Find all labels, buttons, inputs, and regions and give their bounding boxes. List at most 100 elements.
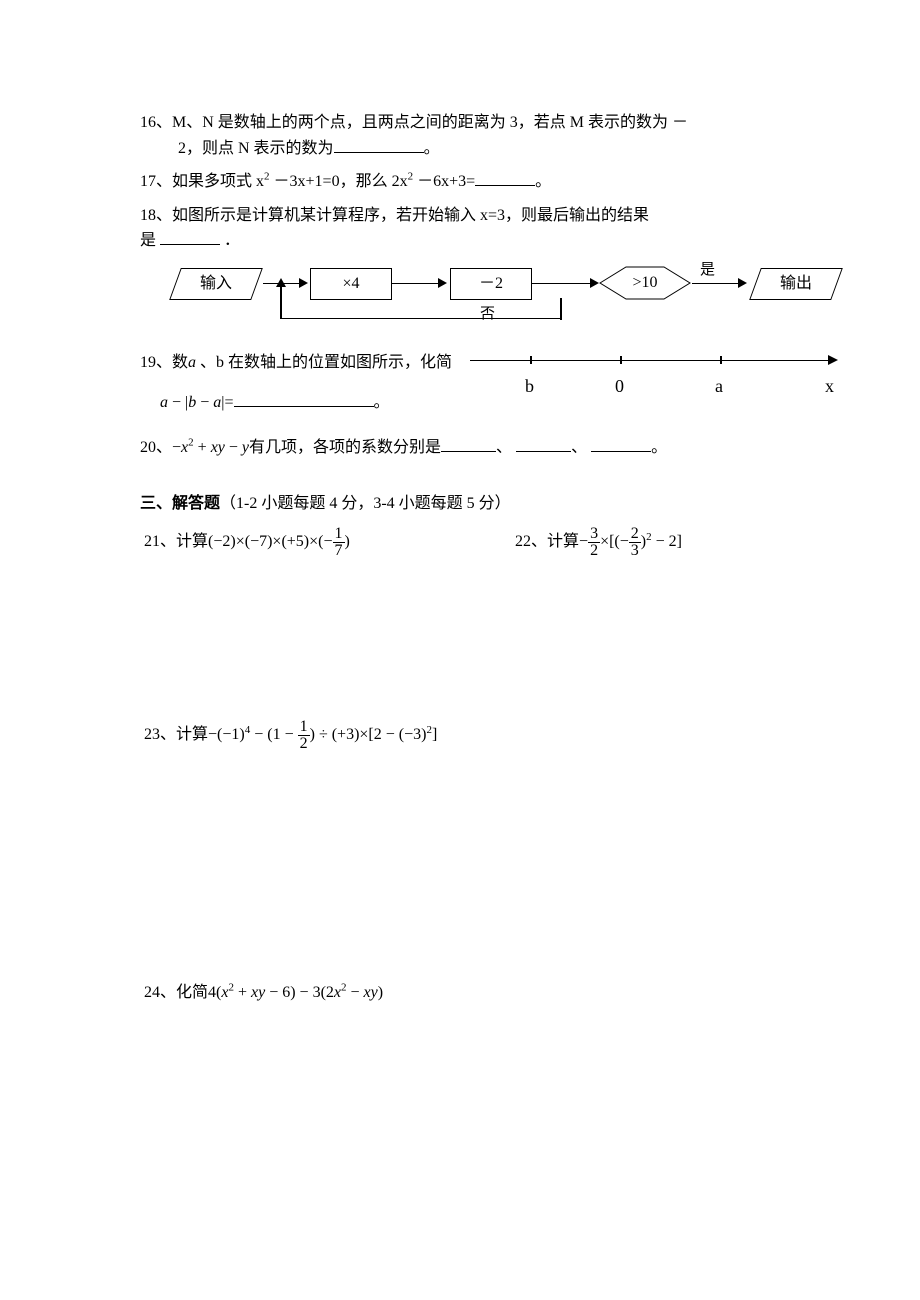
- nl-a-label: a: [715, 372, 723, 401]
- q20-ta: 有几项，各项的系数分别是: [249, 439, 441, 456]
- q22-f2: 23: [629, 526, 641, 559]
- q19-eq: =: [224, 394, 233, 411]
- q24-p5: ): [378, 984, 383, 1001]
- question-21: 21、计算(−2)×(−7)×(+5)×(−17): [140, 526, 475, 559]
- flow-no-label: 否: [480, 302, 495, 326]
- q23-frac: 12: [298, 719, 310, 752]
- flowchart: 输入 ×4 －2 >10 是 输出 否: [160, 262, 840, 338]
- section-3-title: 三、解答题: [140, 495, 220, 512]
- flow-cond-label: >10: [598, 266, 692, 300]
- q23-p1: −(−1): [208, 727, 245, 744]
- q17-b: －3x+1=0，那么 2x: [270, 173, 408, 190]
- flow-input-label: 输入: [200, 269, 232, 299]
- q23-fd: 2: [298, 735, 310, 752]
- question-17: 17、如果多项式 x2 －3x+1=0，那么 2x2 －6x+3=。: [140, 169, 850, 195]
- number-line: b 0 a x: [470, 350, 850, 400]
- row-q21-q22: 21、计算(−2)×(−7)×(+5)×(−17) 22、计算−32×[(−23…: [140, 526, 850, 559]
- q19-t2: 、b 在数轴上的位置如图所示，化简: [200, 354, 452, 371]
- q21-p2: ): [345, 534, 350, 551]
- q20-sep2: 、: [571, 439, 587, 456]
- q23-p4: ]: [432, 727, 437, 744]
- q21-frac-n: 1: [333, 526, 345, 542]
- q16-l1: M、N 是数轴上的两个点，且两点之间的距离为 3，若点 M 表示的数为 －: [172, 114, 688, 131]
- q20-blank1: [441, 435, 496, 452]
- q22-tail: − 2]: [652, 534, 682, 551]
- flow-op1-node: ×4: [310, 268, 392, 300]
- q20-minus: −: [225, 439, 242, 456]
- q24-xy2: xy: [364, 984, 378, 1001]
- nl-b-label: b: [525, 372, 534, 401]
- q20-y: y: [242, 439, 249, 456]
- question-19: 19、数a 、b 在数轴上的位置如图所示，化简 a − |b − a|=。 b …: [140, 350, 850, 415]
- arrow-icon: [299, 278, 308, 288]
- q20-blank3: [591, 435, 651, 452]
- q18-l2b: ．: [220, 232, 240, 249]
- arrow-icon: [438, 278, 447, 288]
- q22-f1d: 2: [588, 542, 600, 559]
- question-23: 23、计算−(−1)4 − (1 − 12) ÷ (+3)×[2 − (−3)2…: [140, 719, 850, 752]
- flow-op2-node: －2: [450, 268, 532, 300]
- q20-neg: −: [172, 439, 181, 456]
- q22-label: 计算: [547, 534, 579, 551]
- question-20: 20、−x2 + xy − y有几项，各项的系数分别是、 、 。: [140, 435, 850, 461]
- q22-f1: 32: [588, 526, 600, 559]
- q20-xy: xy: [211, 439, 225, 456]
- q22-f2d: 3: [629, 542, 641, 559]
- flow-yes-label: 是: [700, 258, 715, 282]
- flow-edge: [532, 283, 594, 285]
- question-18: 18、如图所示是计算机某计算程序，若开始输入 x=3，则最后输出的结果 是 ．: [140, 203, 850, 254]
- q19-period: 。: [374, 394, 390, 411]
- q22-f2n: 2: [629, 526, 641, 542]
- nl-x-label: x: [825, 372, 834, 401]
- q22-f1n: 3: [588, 526, 600, 542]
- flow-edge: [692, 283, 742, 285]
- q20-period: 。: [651, 439, 667, 456]
- q24-xy1: xy: [251, 984, 265, 1001]
- q23-prefix: 23、: [144, 727, 176, 744]
- arrow-icon: [276, 278, 286, 287]
- nl-tick: [720, 356, 722, 364]
- q24-x2: x: [334, 984, 341, 1001]
- flow-op1-label: ×4: [342, 275, 359, 292]
- q20-sep1: 、: [496, 439, 512, 456]
- q24-p2: +: [234, 984, 251, 1001]
- q18-blank: [160, 228, 220, 245]
- flow-edge: [392, 283, 442, 285]
- q23-fn: 1: [298, 719, 310, 735]
- q21-prefix: 21、: [144, 534, 176, 551]
- nl-tick: [530, 356, 532, 364]
- q16-blank: [334, 136, 424, 153]
- q19-lhs-a: a: [160, 394, 168, 411]
- q19-t1: 数: [172, 354, 188, 371]
- q19-minus1: −: [168, 394, 185, 411]
- flow-output-node: 输出: [749, 268, 843, 300]
- question-16: 16、M、N 是数轴上的两个点，且两点之间的距离为 3，若点 M 表示的数为 －…: [140, 110, 850, 161]
- question-22: 22、计算−32×[(−23)2 − 2]: [515, 526, 850, 559]
- q16-prefix: 16、: [140, 114, 172, 131]
- section-3-note: （1-2 小题每题 4 分，3-4 小题每题 5 分）: [220, 495, 511, 512]
- q19-a: a: [188, 354, 196, 371]
- q23-label: 计算: [176, 727, 208, 744]
- q21-label: 计算: [176, 534, 208, 551]
- q17-c: －6x+3=: [413, 173, 475, 190]
- q22-mid1: ×[(−: [600, 534, 629, 551]
- arrow-icon: [828, 355, 838, 365]
- q24-prefix: 24、: [144, 984, 176, 1001]
- q17-prefix: 17、: [140, 173, 172, 190]
- q18-l2a: 是: [140, 232, 160, 249]
- flow-input-node: 输入: [169, 268, 263, 300]
- q21-frac-d: 7: [333, 542, 345, 559]
- flow-edge: [280, 286, 282, 319]
- q19-minus2: −: [196, 394, 213, 411]
- q22-neg: −: [579, 534, 588, 551]
- q17-a: 如果多项式 x: [172, 173, 264, 190]
- flow-op2-label: －2: [479, 275, 503, 292]
- q16-l2b: 。: [424, 140, 440, 157]
- q23-p3: ) ÷ (+3)×[2 − (−3): [310, 727, 427, 744]
- q20-plus: +: [194, 439, 211, 456]
- q23-p2: − (1 −: [250, 727, 297, 744]
- flow-edge: [560, 298, 562, 320]
- q24-p1: 4(: [208, 984, 221, 1001]
- q20-blank2: [516, 435, 571, 452]
- q24-label: 化简: [176, 984, 208, 1001]
